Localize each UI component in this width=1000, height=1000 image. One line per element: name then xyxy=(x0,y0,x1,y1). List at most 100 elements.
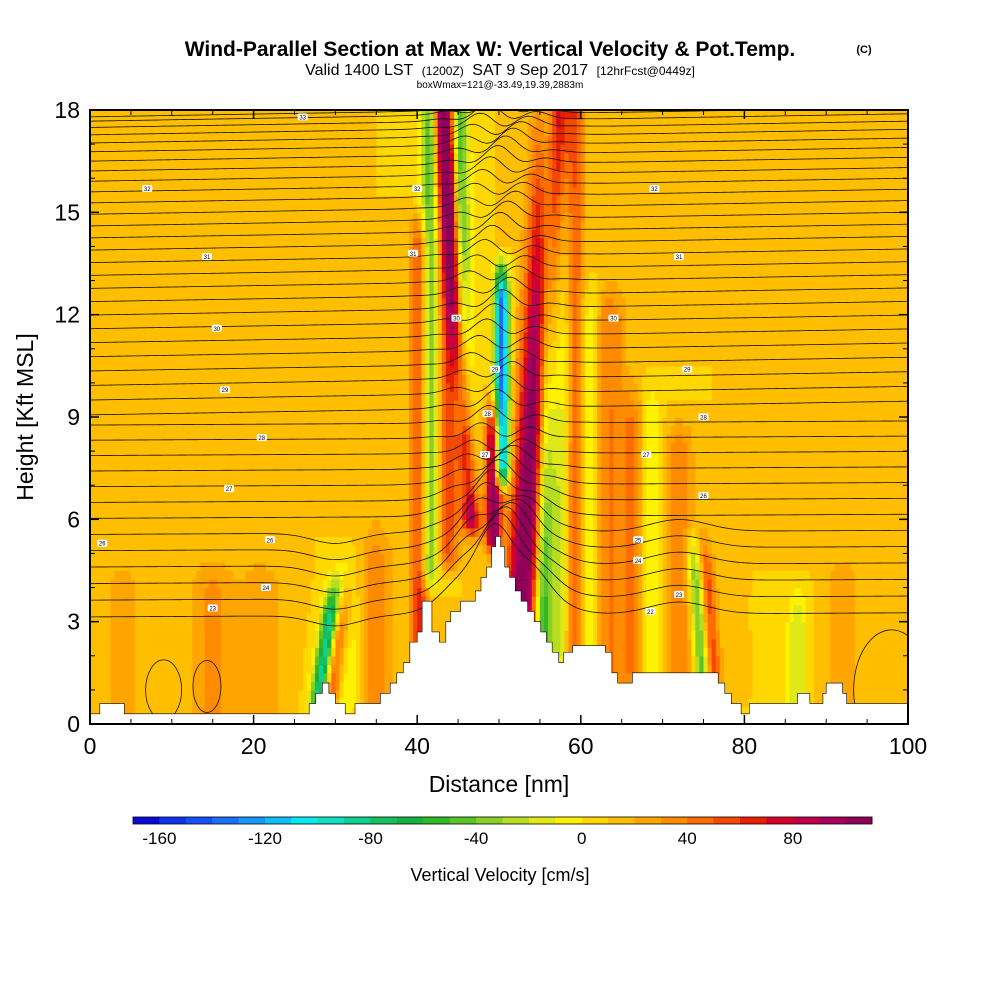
w-cell xyxy=(548,425,566,435)
w-cell xyxy=(478,417,484,427)
w-cell xyxy=(560,553,566,563)
w-cell xyxy=(568,237,574,248)
w-cell xyxy=(527,399,537,410)
w-cell xyxy=(527,570,533,580)
w-cell xyxy=(437,306,443,316)
w-cell xyxy=(413,587,418,597)
w-cell xyxy=(670,604,688,614)
contour-label-box xyxy=(489,365,500,373)
w-cell xyxy=(409,272,414,282)
w-cell xyxy=(584,544,594,555)
w-cell xyxy=(425,391,431,401)
w-cell xyxy=(462,127,467,137)
w-cell xyxy=(580,604,586,614)
colorbar-swatch xyxy=(396,817,424,824)
w-cell xyxy=(670,493,688,503)
w-cell xyxy=(134,587,193,597)
w-cell xyxy=(584,272,590,282)
w-cell xyxy=(543,613,549,623)
w-cell xyxy=(437,468,443,478)
w-cell xyxy=(482,425,488,435)
w-cell xyxy=(576,630,582,640)
w-cell xyxy=(548,596,553,606)
w-cell xyxy=(413,425,422,435)
colorbar-swatch xyxy=(476,817,503,824)
w-cell xyxy=(683,527,688,537)
w-cell xyxy=(597,596,602,606)
w-cell xyxy=(445,451,463,461)
w-cell xyxy=(707,638,713,648)
w-cell xyxy=(417,161,422,171)
w-cell xyxy=(609,587,615,597)
w-cell xyxy=(580,417,586,427)
w-cell xyxy=(658,604,664,614)
w-cell xyxy=(535,561,541,572)
w-cell xyxy=(204,613,222,623)
w-cell xyxy=(584,485,594,495)
w-cell xyxy=(625,348,908,358)
w-cell xyxy=(454,135,459,145)
w-cell xyxy=(503,485,508,495)
w-cell xyxy=(90,442,410,452)
w-cell xyxy=(576,297,582,307)
w-cell xyxy=(625,647,635,657)
w-cell xyxy=(90,323,410,333)
w-cell xyxy=(482,536,488,546)
w-cell xyxy=(437,323,443,333)
contour-label-box xyxy=(211,324,222,332)
w-cell xyxy=(429,297,435,307)
w-cell xyxy=(470,289,476,299)
w-cell xyxy=(568,280,574,290)
w-cell xyxy=(347,630,361,640)
w-cell xyxy=(355,544,365,555)
w-cell xyxy=(90,237,410,248)
w-cell xyxy=(110,655,136,665)
w-cell xyxy=(474,280,492,290)
w-cell xyxy=(359,638,365,648)
w-cell xyxy=(543,527,553,537)
w-cell xyxy=(507,306,512,316)
w-cell xyxy=(433,289,439,299)
w-cell xyxy=(449,169,455,179)
w-cell xyxy=(707,630,717,640)
w-cell xyxy=(597,553,602,563)
w-cell xyxy=(90,161,377,171)
w-cell xyxy=(364,621,369,631)
w-cell xyxy=(560,536,566,546)
w-cell xyxy=(384,579,394,589)
w-cell xyxy=(638,519,643,529)
w-cell xyxy=(539,272,545,282)
w-cell xyxy=(723,655,754,665)
w-cell xyxy=(523,220,529,230)
w-cell xyxy=(433,425,439,435)
w-cell xyxy=(584,203,908,213)
w-cell xyxy=(638,485,643,495)
w-cell xyxy=(584,263,908,273)
w-cell xyxy=(580,544,586,555)
w-cell xyxy=(642,408,647,418)
w-cell xyxy=(417,587,422,597)
w-cell xyxy=(564,289,570,299)
w-cell xyxy=(134,638,193,648)
w-cell xyxy=(527,417,537,427)
w-cell xyxy=(507,272,512,282)
w-cell xyxy=(462,203,467,213)
x-tick-label: 0 xyxy=(84,733,97,759)
w-cell xyxy=(90,621,112,631)
w-cell xyxy=(90,536,316,546)
w-cell xyxy=(715,630,721,640)
w-cell xyxy=(421,357,426,367)
w-cell xyxy=(715,638,721,648)
w-cell xyxy=(568,195,582,205)
w-cell xyxy=(687,527,692,537)
w-cell xyxy=(499,468,508,478)
w-cell xyxy=(523,280,529,290)
w-cell xyxy=(715,655,721,665)
w-cell xyxy=(425,331,431,341)
w-cell xyxy=(711,382,908,393)
w-cell xyxy=(638,527,643,537)
w-cell xyxy=(580,408,586,418)
w-cell xyxy=(494,442,500,452)
w-cell xyxy=(646,544,660,555)
w-cell xyxy=(687,502,696,512)
